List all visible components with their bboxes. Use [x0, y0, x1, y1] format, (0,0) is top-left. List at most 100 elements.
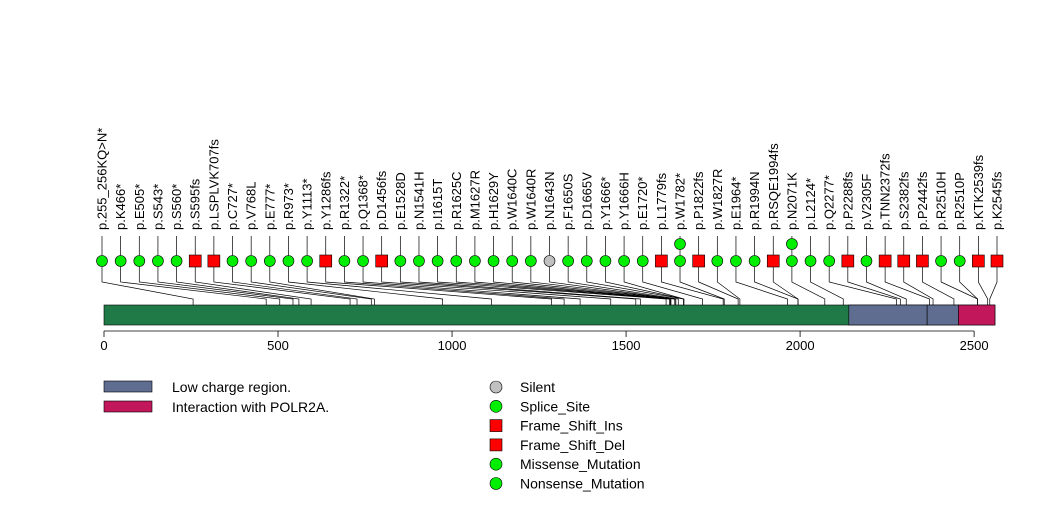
- mutation-label-p-p2442fs: p.P2442fs: [915, 171, 930, 230]
- marker-p-255-256kq-n: [96, 255, 108, 267]
- mutation-label-p-v2305f: p.V2305F: [859, 174, 874, 230]
- marker-p-ktk2539fs: [972, 254, 985, 268]
- type-legend-label-missense-mutation: Missense_Mutation: [520, 456, 641, 472]
- mutation-type-legend: Silent Splice_Site Frame_Shift_Ins Frame_Sh…: [489, 379, 645, 492]
- type-legend-marker-frame-shift-ins: [489, 419, 503, 432]
- mutation-label-p-m1627r: p.M1627R: [467, 170, 482, 230]
- mutation-label-p-e505: p.E505*: [132, 184, 147, 230]
- mutation-label-p-i1615t: p.I1615T: [430, 179, 445, 230]
- marker-p-n1541h: [413, 255, 425, 267]
- connector-p-n1541h: [418, 261, 641, 305]
- connector-p-m1627r: [474, 261, 671, 305]
- mutation-label-p-r973: p.R973*: [281, 183, 296, 230]
- domain-legend-label-low-charge-region: Low charge region.: [172, 379, 291, 395]
- marker-p-y1666: [599, 255, 612, 267]
- connector-p-s543: [157, 261, 294, 305]
- connector-p-k466: [120, 261, 267, 305]
- connector-p-v768l: [250, 261, 372, 305]
- connector-p-e505: [138, 261, 281, 305]
- marker-p-l1779fs: [655, 254, 668, 268]
- marker-p-e505: [133, 255, 146, 267]
- marker-p-p2442fs: [916, 254, 929, 268]
- domain-low-charge-region-1: [926, 304, 959, 326]
- x-axis: 0 500 1000 1500 2000 2500: [100, 330, 989, 353]
- connector-p-s2382fs: [903, 261, 934, 305]
- mutation-label-p-y1286fs: p.Y1286fs: [318, 171, 333, 230]
- type-legend-label-silent: Silent: [520, 379, 555, 395]
- type-legend-marker-frame-shift-del: [489, 438, 503, 452]
- connector-p-r1625c: [455, 261, 670, 305]
- mutation-label-p-h1629y: p.H1629Y: [486, 172, 501, 230]
- mutation-label-p-r1994n: p.R1994N: [747, 171, 762, 230]
- marker-p-r1994n: [748, 255, 761, 267]
- connector-p-ktk2539fs: [978, 261, 989, 305]
- mutation-label-p-s2382fs: p.S2382fs: [896, 171, 911, 230]
- connector-p-y1113: [306, 261, 492, 305]
- connector-p-r2510p: [959, 261, 978, 305]
- mutation-label-p-y1666: p.Y1666*: [598, 177, 613, 231]
- mutation-label-p-w1640r: p.W1640R: [523, 169, 538, 230]
- marker-p-r2510h: [935, 255, 947, 267]
- marker-p-r973: [282, 255, 295, 267]
- marker-p-e1528d: [394, 255, 407, 267]
- domain-legend-label-interaction-with-polr2a: Interaction with POLR2A.: [172, 399, 329, 415]
- mutation-label-p-y1113: p.Y1113*: [300, 178, 315, 230]
- marker-p-p1822fs: [692, 254, 705, 268]
- marker-p-r2510p: [953, 255, 966, 267]
- connector-p-s560: [176, 261, 300, 305]
- connector-p-d1456fs: [381, 261, 612, 305]
- marker-p-e1720: [636, 255, 649, 267]
- marker-p-w1782-1: [674, 238, 686, 250]
- connector-p-r2510h: [940, 261, 978, 305]
- connector-p-w1827r: [716, 261, 741, 305]
- connector-p-s595fs: [194, 261, 312, 305]
- mutation-labels: p.255_256KQ>N* p.K466* p.E505* p.S543* p.S56…: [95, 128, 1005, 230]
- connector-p-w1782: [679, 261, 725, 305]
- connector-p-w1640r: [530, 261, 676, 305]
- mutation-label-p-y1666h: p.Y1666H: [617, 172, 632, 230]
- marker-p-l2124: [804, 255, 817, 267]
- connector-p-y1666h: [623, 261, 685, 305]
- connector-p-l1779fs: [661, 261, 724, 305]
- marker-p-h1629y: [487, 255, 500, 267]
- mutation-label-p-c727: p.C727*: [225, 183, 240, 230]
- connector-p-rsqe1994fs: [772, 261, 799, 305]
- mutation-label-p-q2277: p.Q2277*: [822, 175, 837, 230]
- mutation-label-p-s543: p.S543*: [150, 184, 165, 230]
- mutation-label-p-r1322: p.R1322*: [337, 176, 352, 230]
- connector-p-l2124: [810, 261, 844, 305]
- mutation-label-p-n2071k: p.N2071K: [784, 172, 799, 230]
- marker-p-r1322: [338, 255, 351, 267]
- connector-p-r1994n: [754, 261, 799, 305]
- domain-legend-swatch-interaction-with-polr2a: [103, 400, 153, 413]
- marker-p-y1113: [301, 255, 313, 267]
- x-tick-label-1000: 1000: [438, 338, 467, 353]
- domain-legend-swatch-low-charge-region: [103, 380, 153, 393]
- connector-p-v2305f: [866, 261, 907, 305]
- mutation-label-p-e1720: p.E1720*: [635, 177, 650, 231]
- marker-p-k2545fs: [990, 254, 1004, 268]
- marker-p-w1640r: [525, 255, 537, 267]
- marker-p-i1615t: [431, 255, 444, 267]
- mutation-label-p-tnn2372fs: p.TNN2372fs: [878, 153, 893, 230]
- mutation-label-p-w1640c: p.W1640C: [505, 169, 520, 230]
- connector-p-c727: [232, 261, 358, 305]
- marker-p-q1368: [357, 255, 369, 267]
- mutation-label-p-d1665v: p.D1665V: [579, 172, 594, 230]
- type-legend-marker-nonsense-mutation: [489, 477, 503, 490]
- marker-p-p2288fs: [841, 254, 855, 268]
- connector-p-k2545fs: [989, 261, 998, 305]
- mutation-label-p-l1779fs: p.L1779fs: [654, 172, 669, 230]
- connector-p-p1822fs: [698, 261, 739, 305]
- domain-low-charge-region-0: [848, 304, 928, 326]
- marker-p-w1782: [674, 255, 686, 267]
- marker-p-rsqe1994fs: [766, 254, 780, 268]
- mutation-label-p-d1456fs: p.D1456fs: [374, 170, 389, 230]
- x-tick-label-2000: 2000: [786, 338, 815, 353]
- mutation-label-p-p1822fs: p.P1822fs: [691, 171, 706, 230]
- marker-p-y1286fs: [319, 254, 333, 268]
- x-tick-label-2500: 2500: [960, 338, 989, 353]
- type-legend-marker-missense-mutation: [489, 457, 503, 471]
- type-legend-marker-splice-site: [489, 399, 503, 413]
